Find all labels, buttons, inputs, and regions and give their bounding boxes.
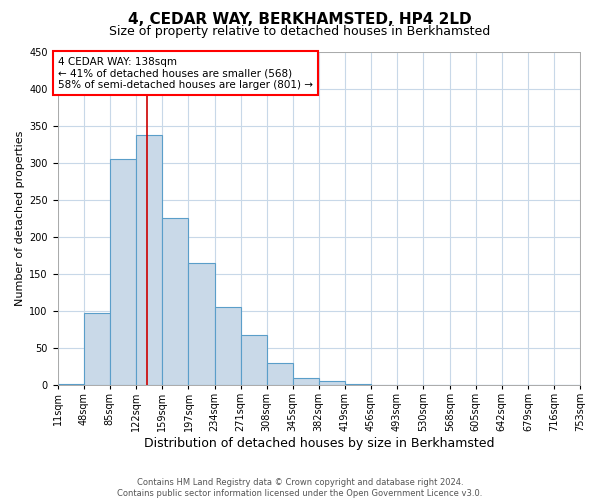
Bar: [110, 159, 136, 385]
Text: Size of property relative to detached houses in Berkhamsted: Size of property relative to detached ho…: [109, 25, 491, 38]
Bar: [319, 382, 345, 385]
X-axis label: Distribution of detached houses by size in Berkhamsted: Distribution of detached houses by size …: [143, 437, 494, 450]
Text: 4 CEDAR WAY: 138sqm
← 41% of detached houses are smaller (568)
58% of semi-detac: 4 CEDAR WAY: 138sqm ← 41% of detached ho…: [58, 56, 313, 90]
Text: 4, CEDAR WAY, BERKHAMSTED, HP4 2LD: 4, CEDAR WAY, BERKHAMSTED, HP4 2LD: [128, 12, 472, 28]
Bar: [266, 363, 293, 385]
Y-axis label: Number of detached properties: Number of detached properties: [15, 130, 25, 306]
Bar: [58, 384, 83, 385]
Bar: [83, 313, 110, 385]
Text: Contains HM Land Registry data © Crown copyright and database right 2024.
Contai: Contains HM Land Registry data © Crown c…: [118, 478, 482, 498]
Bar: [188, 263, 215, 385]
Bar: [293, 378, 319, 385]
Bar: [136, 134, 162, 385]
Bar: [241, 336, 266, 385]
Bar: [345, 384, 371, 385]
Bar: [215, 308, 241, 385]
Bar: [162, 218, 188, 385]
